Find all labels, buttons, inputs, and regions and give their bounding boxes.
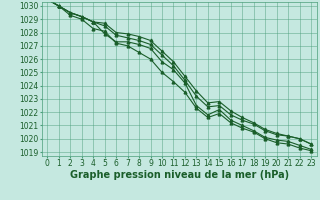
X-axis label: Graphe pression niveau de la mer (hPa): Graphe pression niveau de la mer (hPa) xyxy=(70,170,289,180)
